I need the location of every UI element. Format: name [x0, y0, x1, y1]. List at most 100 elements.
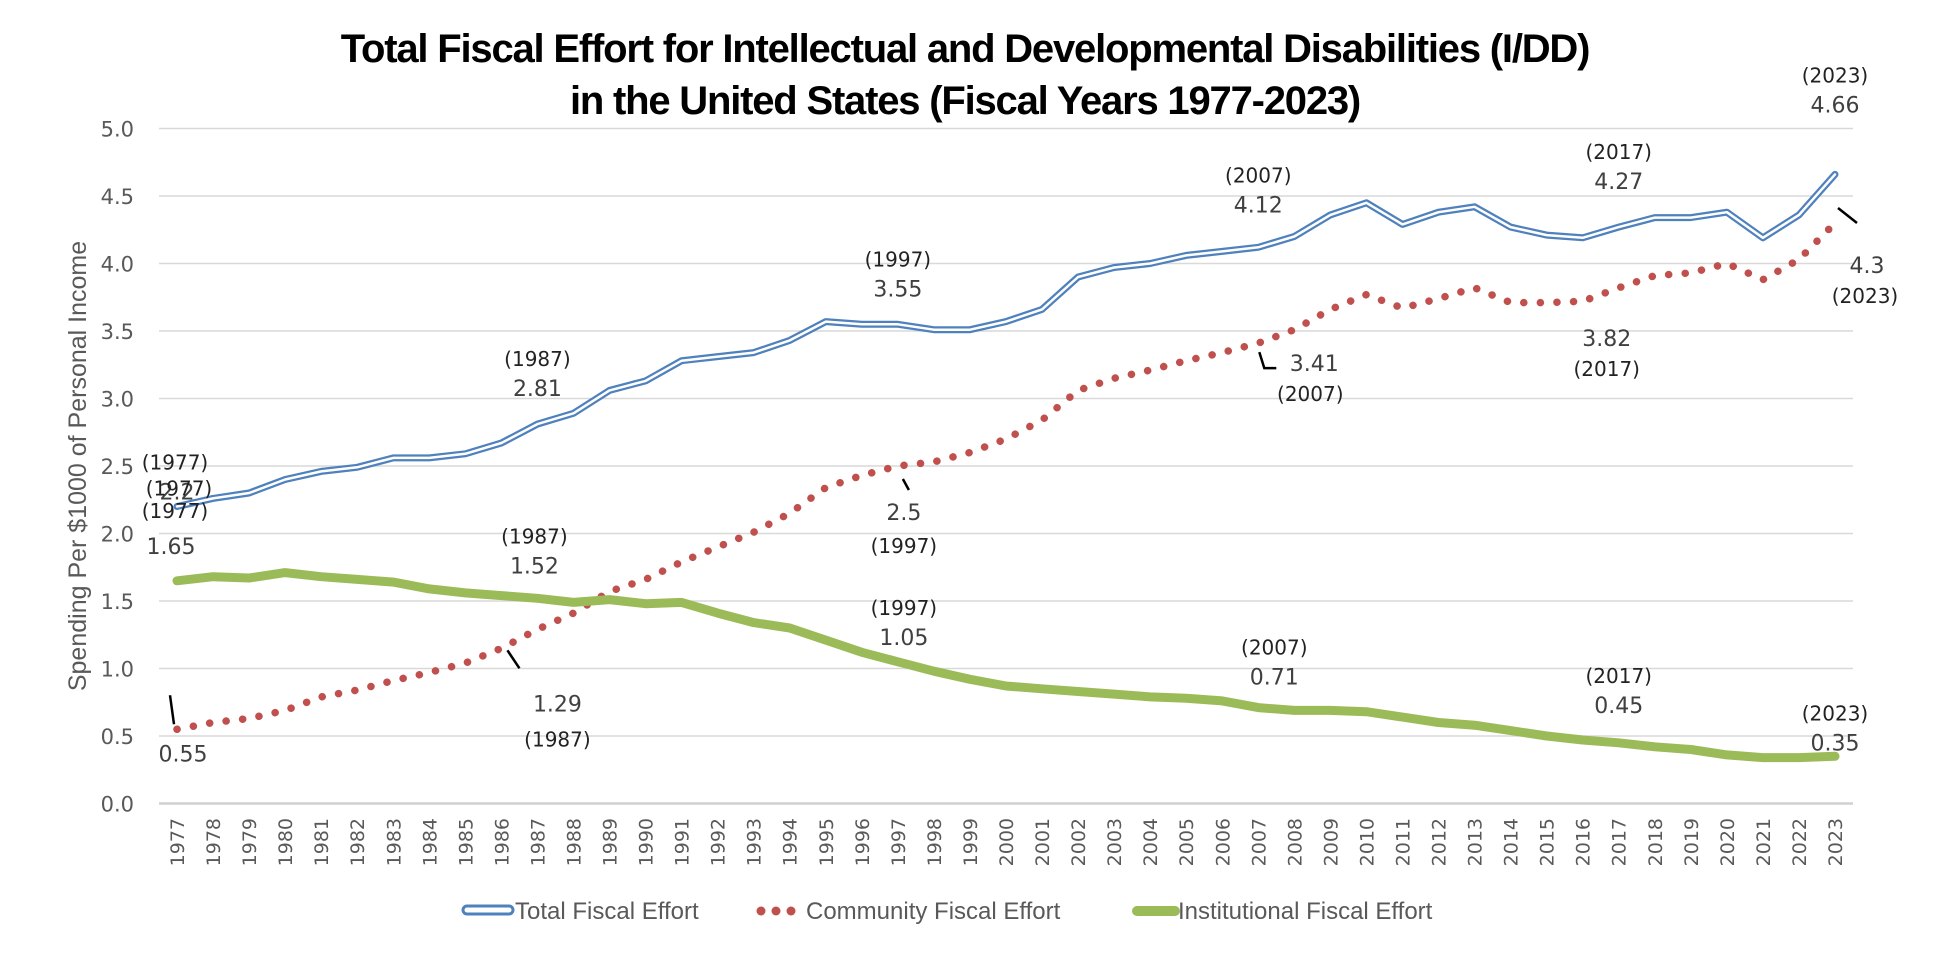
series-total: [173, 170, 1839, 510]
x-tick-label: 2006: [1212, 818, 1234, 866]
x-tick-label: 2001: [1032, 818, 1054, 866]
data-label-community-2007: (2007) 3.41: [1258, 351, 1344, 406]
data-label-institutional-1987: (1987) 1.52: [501, 524, 568, 579]
leader-line: [1837, 207, 1858, 224]
x-tick-label: 1997: [888, 818, 910, 866]
data-label-year: (2007): [1225, 163, 1292, 187]
data-label-institutional-2017: (2017) 0.45: [1585, 664, 1652, 719]
data-label-total-2017: (2017) 4.27: [1585, 140, 1652, 195]
data-label-total-2007: (2007) 4.12: [1225, 163, 1292, 218]
data-label-value: 2.2: [160, 481, 195, 506]
x-tick-label: 1995: [816, 818, 838, 866]
series-institutional: [172, 568, 1840, 763]
x-axis-ticks: 1977 1978 1979 1980 1981 1982 1983 1984 1985 1986…: [167, 818, 1847, 866]
data-label-value: 0.55: [159, 742, 208, 767]
data-label-value: 2.81: [513, 377, 562, 402]
y-axis-ticks: 0.0 0.5 1.0 1.5 2.0 2.5 3.0 3.5 4.0 4.5 5.0: [101, 118, 134, 817]
x-tick-label: 2014: [1501, 818, 1523, 866]
x-tick-label: 2016: [1573, 818, 1595, 866]
data-label-year: (1997): [871, 596, 938, 620]
y-tick-label: 3.5: [101, 320, 134, 344]
data-label-value: 1.05: [879, 626, 928, 651]
y-tick-label: 4.5: [101, 185, 134, 209]
legend-item-total[interactable]: Total Fiscal Effort: [461, 898, 699, 925]
y-tick-label: 3.0: [101, 388, 134, 412]
x-tick-label: 1993: [744, 818, 766, 866]
y-axis-label: Spending Per $1000 of Personal Income: [64, 241, 92, 691]
x-tick-label: 2007: [1248, 818, 1270, 866]
x-tick-label: 1981: [311, 818, 333, 866]
x-tick-label: 2021: [1753, 818, 1775, 866]
x-tick-label: 2012: [1429, 818, 1451, 866]
legend-label-community: Community Fiscal Effort: [806, 898, 1061, 925]
leader-line: [1258, 351, 1277, 370]
data-label-institutional-2007: (2007) 0.71: [1241, 636, 1308, 691]
x-tick-label: 2017: [1609, 818, 1631, 866]
x-tick-label: 1992: [708, 818, 730, 866]
data-label-total-1987: (1987) 2.81: [504, 347, 571, 402]
series-lines: [172, 170, 1840, 763]
y-tick-label: 2.0: [101, 523, 134, 547]
data-label-value: 3.41: [1290, 352, 1339, 377]
x-tick-label: 2008: [1284, 818, 1306, 866]
y-tick-label: 5.0: [101, 118, 134, 142]
data-label-institutional-1977: (1977) 1.65: [142, 499, 209, 560]
legend-label-total: Total Fiscal Effort: [515, 898, 699, 925]
x-tick-label: 2022: [1789, 818, 1811, 866]
data-label-year: (1987): [504, 347, 571, 371]
x-tick-label: 1987: [527, 818, 549, 866]
data-label-total-2023: (2023) 4.66: [1802, 63, 1869, 118]
series-line-institutional: [172, 568, 1840, 763]
x-tick-label: 1985: [455, 818, 477, 866]
y-tick-label: 0.0: [101, 793, 134, 817]
legend-swatch-total: [461, 904, 515, 916]
legend: Total Fiscal Effort Community Fiscal Eff…: [461, 898, 1433, 925]
data-label-total-1977: (1977) 2.2: [142, 451, 209, 506]
legend-swatch-community-dot: [771, 906, 781, 916]
data-label-community-2023: (2023) 4.3: [1832, 207, 1899, 308]
data-label-total-1997: (1997) 3.55: [865, 247, 932, 302]
y-tick-label: 4.0: [101, 253, 134, 277]
data-label-value: 3.55: [873, 277, 922, 302]
x-tick-label: 1999: [960, 818, 982, 866]
legend-item-institutional[interactable]: Institutional Fiscal Effort: [1132, 898, 1433, 925]
data-label-community-1987: (1987) 1.29: [506, 649, 591, 751]
y-tick-label: 1.0: [101, 658, 134, 682]
data-label-value: 4.12: [1234, 193, 1283, 218]
data-label-year: (1977): [142, 451, 209, 475]
x-tick-label: 2019: [1681, 818, 1703, 866]
x-tick-label: 1996: [852, 818, 874, 866]
data-label-community-2017: (2017) 3.82: [1573, 327, 1640, 381]
x-tick-label: 2023: [1825, 818, 1847, 866]
data-label-year: (2007): [1241, 636, 1308, 660]
x-tick-label: 2009: [1320, 818, 1342, 866]
x-tick-label: 1991: [672, 818, 694, 866]
data-label-year: (2023): [1832, 284, 1899, 308]
data-label-value: 0.35: [1811, 731, 1860, 756]
x-tick-label: 1978: [203, 818, 225, 866]
legend-label-institutional: Institutional Fiscal Effort: [1178, 898, 1433, 925]
x-tick-label: 1986: [491, 818, 513, 866]
y-tick-label: 0.5: [101, 725, 134, 749]
data-label-year: (2017): [1573, 357, 1640, 381]
data-label-year: (2017): [1585, 140, 1652, 164]
data-label-year: (1997): [865, 247, 932, 271]
gridlines: [159, 127, 1853, 805]
series-line-community: [173, 219, 1839, 734]
data-label-value: 4.3: [1850, 254, 1885, 279]
legend-item-community[interactable]: Community Fiscal Effort: [756, 898, 1061, 925]
x-tick-label: 1984: [419, 818, 441, 866]
leader-line: [506, 649, 521, 670]
x-tick-label: 1979: [239, 818, 261, 866]
x-tick-label: 2000: [996, 818, 1018, 866]
chart-title-line-2: in the United States (Fiscal Years 1977-…: [570, 79, 1360, 123]
data-label-value: 4.27: [1594, 170, 1643, 195]
x-tick-label: 2013: [1465, 818, 1487, 866]
x-tick-label: 2020: [1717, 818, 1739, 866]
data-label-value: 2.5: [886, 501, 921, 526]
series-line-total-inner: [175, 173, 1837, 508]
x-tick-label: 1990: [636, 818, 658, 866]
data-label-year: (2023): [1802, 701, 1869, 725]
data-label-year: (1987): [524, 727, 591, 751]
